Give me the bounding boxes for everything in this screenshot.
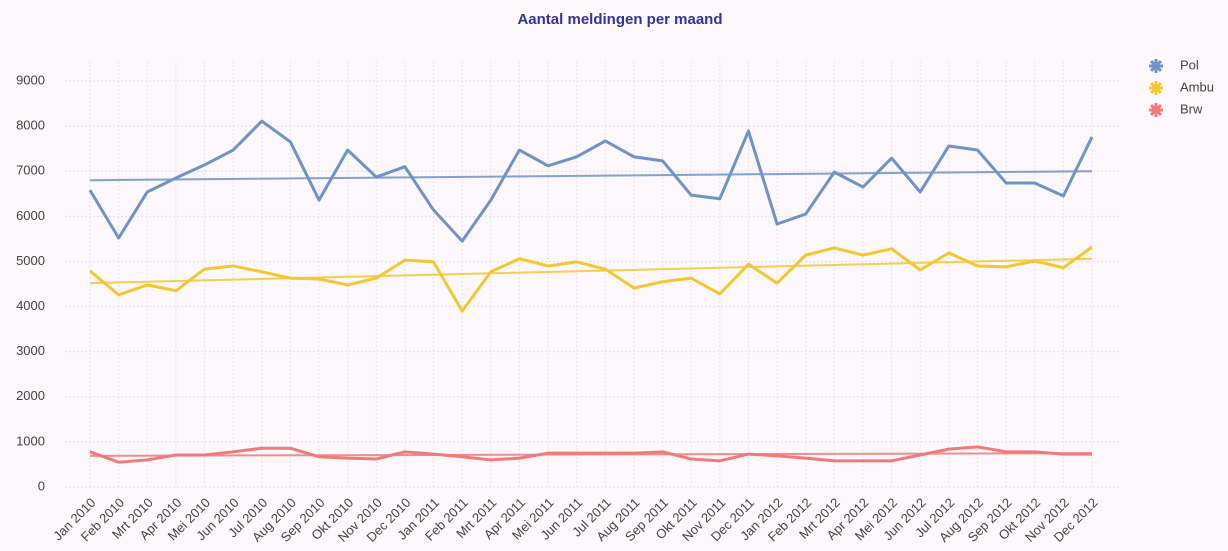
series-line [89,445,1092,464]
y-tick-label: 2000 [16,388,45,403]
chart-title: Aantal meldingen per maand [517,11,722,28]
y-tick-label: 3000 [16,343,45,358]
y-tick-label: 6000 [16,208,45,223]
legend-marker [1149,103,1163,117]
trend-line [89,170,1093,182]
legend-marker [1149,59,1163,73]
y-tick-label: 1000 [16,433,45,448]
y-tick-label: 4000 [16,298,45,313]
y-tick-label: 9000 [16,72,45,87]
y-tick-label: 7000 [16,163,45,178]
legend-label: Pol [1180,57,1199,72]
series-line [88,119,1094,243]
trend-line [89,257,1093,285]
y-tick-label: 0 [38,478,45,493]
legend-label: Ambu [1180,79,1214,94]
y-tick-label: 8000 [16,118,45,133]
legend-label: Brw [1180,101,1203,116]
y-tick-label: 5000 [16,253,45,268]
series-line [89,245,1093,313]
legend-marker [1149,81,1163,95]
